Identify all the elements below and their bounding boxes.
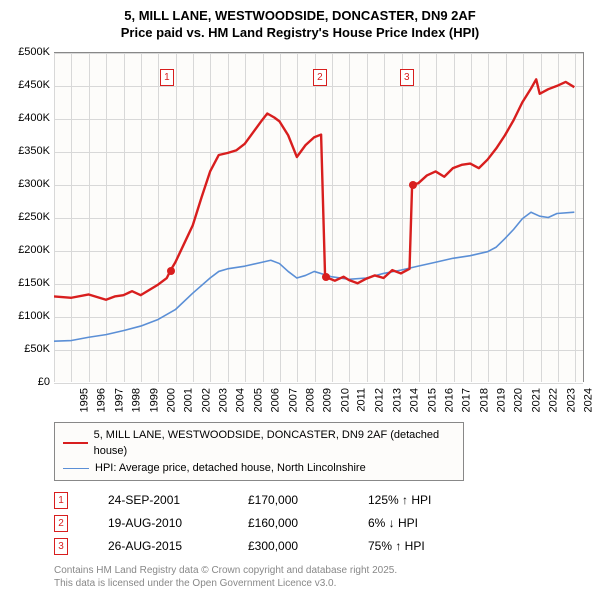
chart-area: 1 2 3 £0 £50K £100K £150K £200K £250K £300K £350K… [10,48,590,418]
legend-swatch [63,442,88,444]
event-row-date: 19-AUG-2010 [108,512,208,535]
x-axis-label: 2008 [304,388,316,412]
legend-label: HPI: Average price, detached house, Nort… [95,460,366,477]
x-axis-label: 2012 [374,388,386,412]
event-marker-dot [167,267,175,275]
events-table: 1 24-SEP-2001 £170,000 125% ↑ HPI 2 19-AUG-20… [54,489,590,557]
x-axis-label: 2005 [252,388,264,412]
x-axis-label: 2013 [391,388,403,412]
event-row: 1 24-SEP-2001 £170,000 125% ↑ HPI [54,489,590,512]
y-axis-label: £150K [10,277,50,289]
event-row-hpi: 75% ↑ HPI [368,535,478,558]
y-axis-label: £400K [10,112,50,124]
title-line-1: 5, MILL LANE, WESTWOODSIDE, DONCASTER, D… [10,8,590,25]
series-price_paid [54,79,574,299]
event-row-date: 24-SEP-2001 [108,489,208,512]
series-hpi [54,212,574,341]
x-axis-label: 2015 [426,388,438,412]
x-axis-label: 1996 [96,388,108,412]
title-line-2: Price paid vs. HM Land Registry's House … [10,25,590,42]
event-marker-dot [322,273,330,281]
y-axis-label: £500K [10,46,50,58]
y-axis-label: £0 [10,376,50,388]
x-axis-label: 2021 [530,388,542,412]
event-row: 2 19-AUG-2010 £160,000 6% ↓ HPI [54,512,590,535]
event-row: 3 26-AUG-2015 £300,000 75% ↑ HPI [54,535,590,558]
x-axis-label: 1995 [78,388,90,412]
event-marker-box: 1 [160,69,174,86]
legend-row: HPI: Average price, detached house, Nort… [63,460,455,477]
legend-swatch [63,468,89,469]
x-axis-label: 2003 [218,388,230,412]
event-row-marker: 2 [54,515,68,532]
x-axis-label: 2014 [409,388,421,412]
y-axis-label: £200K [10,244,50,256]
x-axis-label: 1997 [113,388,125,412]
gridline-h [54,383,583,384]
event-row-marker: 3 [54,538,68,555]
y-axis-label: £250K [10,211,50,223]
y-axis-label: £100K [10,310,50,322]
copyright-line-1: Contains HM Land Registry data © Crown c… [54,564,590,577]
x-axis-label: 2002 [200,388,212,412]
x-axis-label: 2009 [322,388,334,412]
copyright-text: Contains HM Land Registry data © Crown c… [54,564,590,590]
chart-lines [54,53,583,382]
y-axis-label: £450K [10,79,50,91]
x-axis-label: 2016 [443,388,455,412]
event-row-hpi: 6% ↓ HPI [368,512,478,535]
y-axis-label: £300K [10,178,50,190]
x-axis-label: 2024 [582,388,594,412]
event-row-price: £170,000 [248,489,328,512]
x-axis-label: 1998 [131,388,143,412]
event-row-marker: 1 [54,492,68,509]
x-axis-label: 2001 [183,388,195,412]
y-axis-label: £50K [10,343,50,355]
x-axis-label: 2023 [565,388,577,412]
event-marker-box: 2 [313,69,327,86]
x-axis-label: 2011 [356,388,368,412]
x-axis-label: 2018 [478,388,490,412]
plot-area: 1 2 3 [54,52,584,382]
event-row-price: £160,000 [248,512,328,535]
x-axis-label: 2007 [287,388,299,412]
legend-box: 5, MILL LANE, WESTWOODSIDE, DONCASTER, D… [54,422,464,482]
x-axis-label: 2017 [461,388,473,412]
copyright-line-2: This data is licensed under the Open Gov… [54,577,590,590]
x-axis-label: 2020 [513,388,525,412]
legend-row: 5, MILL LANE, WESTWOODSIDE, DONCASTER, D… [63,427,455,460]
x-axis-label: 1999 [148,388,160,412]
chart-title: 5, MILL LANE, WESTWOODSIDE, DONCASTER, D… [10,8,590,42]
legend-label: 5, MILL LANE, WESTWOODSIDE, DONCASTER, D… [94,427,455,460]
x-axis-label: 2000 [165,388,177,412]
event-marker-box: 3 [400,69,414,86]
event-row-hpi: 125% ↑ HPI [368,489,478,512]
x-axis-label: 2022 [548,388,560,412]
x-axis-label: 2006 [270,388,282,412]
event-row-date: 26-AUG-2015 [108,535,208,558]
event-row-price: £300,000 [248,535,328,558]
x-axis-label: 2019 [496,388,508,412]
event-marker-dot [409,181,417,189]
x-axis-label: 2010 [339,388,351,412]
x-axis-label: 2004 [235,388,247,412]
y-axis-label: £350K [10,145,50,157]
chart-container: 5, MILL LANE, WESTWOODSIDE, DONCASTER, D… [0,0,600,590]
